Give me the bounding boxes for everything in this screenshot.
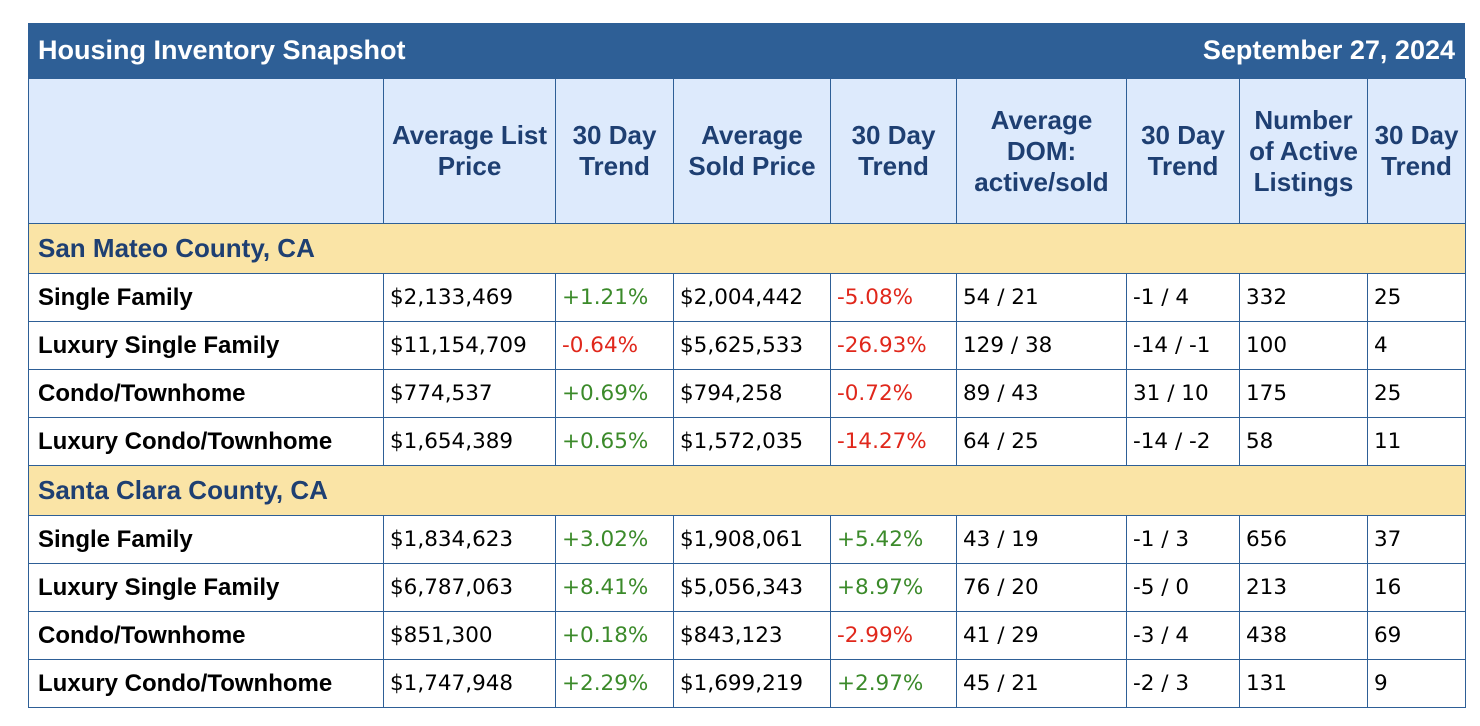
column-header-row: Average List Price 30 Day Trend Average … xyxy=(28,78,1466,224)
column-header-listings-trend: 30 Day Trend xyxy=(1367,78,1466,224)
list-trend-cell: -0.64% xyxy=(555,321,674,370)
active-listings-cell: 438 xyxy=(1239,611,1368,660)
list-trend-cell: +1.21% xyxy=(555,273,674,322)
table-row: Luxury Condo/Townhome $1,747,948 +2.29% $1,… xyxy=(28,659,1466,708)
active-listings-cell: 656 xyxy=(1239,515,1368,564)
list-trend-cell: +8.41% xyxy=(555,563,674,612)
section-title: San Mateo County, CA xyxy=(28,223,1466,274)
list-trend-cell: +3.02% xyxy=(555,515,674,564)
dom-trend-cell: 31 / 10 xyxy=(1126,369,1240,418)
row-type-label: Condo/Townhome xyxy=(28,369,384,418)
row-type-label: Luxury Condo/Townhome xyxy=(28,417,384,466)
sold-trend-cell: +8.97% xyxy=(830,563,957,612)
avg-list-price-cell: $1,834,623 xyxy=(383,515,556,564)
row-type-label: Luxury Single Family xyxy=(28,321,384,370)
avg-list-price-cell: $774,537 xyxy=(383,369,556,418)
table-row: Single Family $2,133,469 +1.21% $2,004,442-… xyxy=(28,273,1466,322)
avg-sold-price-cell: $843,123 xyxy=(673,611,831,660)
sold-trend-cell: +2.97% xyxy=(830,659,957,708)
list-trend-cell: +0.18% xyxy=(555,611,674,660)
listings-trend-cell: 16 xyxy=(1367,563,1466,612)
dom-trend-cell: -5 / 0 xyxy=(1126,563,1240,612)
table-row: Luxury Single Family $11,154,709 -0.64% $5,… xyxy=(28,321,1466,370)
listings-trend-cell: 11 xyxy=(1367,417,1466,466)
dom-cell: 64 / 25 xyxy=(956,417,1127,466)
row-type-label: Condo/Townhome xyxy=(28,611,384,660)
list-trend-cell: +0.69% xyxy=(555,369,674,418)
listings-trend-cell: 69 xyxy=(1367,611,1466,660)
dom-trend-cell: -14 / -2 xyxy=(1126,417,1240,466)
sold-trend-cell: -2.99% xyxy=(830,611,957,660)
avg-list-price-cell: $6,787,063 xyxy=(383,563,556,612)
row-type-label: Single Family xyxy=(28,273,384,322)
column-header-dom: Average DOM: active/sold xyxy=(956,78,1127,224)
listings-trend-cell: 37 xyxy=(1367,515,1466,564)
listings-trend-cell: 25 xyxy=(1367,369,1466,418)
dom-cell: 54 / 21 xyxy=(956,273,1127,322)
list-trend-cell: +2.29% xyxy=(555,659,674,708)
avg-list-price-cell: $11,154,709 xyxy=(383,321,556,370)
avg-list-price-cell: $1,654,389 xyxy=(383,417,556,466)
inventory-table: Average List Price 30 Day Trend Average … xyxy=(28,78,1466,708)
dom-trend-cell: -1 / 3 xyxy=(1126,515,1240,564)
sold-trend-cell: +5.42% xyxy=(830,515,957,564)
active-listings-cell: 175 xyxy=(1239,369,1368,418)
listings-trend-cell: 25 xyxy=(1367,273,1466,322)
active-listings-cell: 332 xyxy=(1239,273,1368,322)
avg-sold-price-cell: $1,908,061 xyxy=(673,515,831,564)
avg-sold-price-cell: $1,572,035 xyxy=(673,417,831,466)
dom-cell: 76 / 20 xyxy=(956,563,1127,612)
section-row: San Mateo County, CA xyxy=(28,223,1466,274)
dom-cell: 41 / 29 xyxy=(956,611,1127,660)
column-header-active-listings: Number of Active Listings xyxy=(1239,78,1368,224)
table-row: Condo/Townhome $851,300 +0.18% $843,123 -2.9… xyxy=(28,611,1466,660)
dom-cell: 89 / 43 xyxy=(956,369,1127,418)
column-header-dom-trend: 30 Day Trend xyxy=(1126,78,1240,224)
sold-trend-cell: -5.08% xyxy=(830,273,957,322)
active-listings-cell: 131 xyxy=(1239,659,1368,708)
inventory-snapshot: Housing Inventory Snapshot September 27,… xyxy=(28,23,1466,708)
active-listings-cell: 58 xyxy=(1239,417,1368,466)
table-row: Luxury Single Family $6,787,063 +8.41% $5,0… xyxy=(28,563,1466,612)
avg-sold-price-cell: $5,056,343 xyxy=(673,563,831,612)
title-bar: Housing Inventory Snapshot September 27,… xyxy=(28,23,1465,78)
avg-sold-price-cell: $1,699,219 xyxy=(673,659,831,708)
listings-trend-cell: 4 xyxy=(1367,321,1466,370)
dom-trend-cell: -2 / 3 xyxy=(1126,659,1240,708)
dom-cell: 129 / 38 xyxy=(956,321,1127,370)
sold-trend-cell: -14.27% xyxy=(830,417,957,466)
avg-sold-price-cell: $2,004,442 xyxy=(673,273,831,322)
dom-trend-cell: -3 / 4 xyxy=(1126,611,1240,660)
avg-sold-price-cell: $794,258 xyxy=(673,369,831,418)
avg-list-price-cell: $2,133,469 xyxy=(383,273,556,322)
table-row: Single Family $1,834,623 +3.02% $1,908,061 +… xyxy=(28,515,1466,564)
list-trend-cell: +0.65% xyxy=(555,417,674,466)
listings-trend-cell: 9 xyxy=(1367,659,1466,708)
row-type-label: Single Family xyxy=(28,515,384,564)
column-header-type xyxy=(28,78,384,224)
section-title: Santa Clara County, CA xyxy=(28,465,1466,516)
section-row: Santa Clara County, CA xyxy=(28,465,1466,516)
dom-trend-cell: -14 / -1 xyxy=(1126,321,1240,370)
report-date: September 27, 2024 xyxy=(1202,35,1455,65)
avg-list-price-cell: $851,300 xyxy=(383,611,556,660)
sold-trend-cell: -0.72% xyxy=(830,369,957,418)
avg-list-price-cell: $1,747,948 xyxy=(383,659,556,708)
avg-sold-price-cell: $5,625,533 xyxy=(673,321,831,370)
column-header-list-trend: 30 Day Trend xyxy=(555,78,674,224)
column-header-sold-trend: 30 Day Trend xyxy=(830,78,957,224)
dom-trend-cell: -1 / 4 xyxy=(1126,273,1240,322)
row-type-label: Luxury Condo/Townhome xyxy=(28,659,384,708)
sold-trend-cell: -26.93% xyxy=(830,321,957,370)
dom-cell: 43 / 19 xyxy=(956,515,1127,564)
table-row: Luxury Condo/Townhome $1,654,389 +0.65% $1,… xyxy=(28,417,1466,466)
active-listings-cell: 100 xyxy=(1239,321,1368,370)
column-header-avg-list-price: Average List Price xyxy=(383,78,556,224)
active-listings-cell: 213 xyxy=(1239,563,1368,612)
column-header-avg-sold-price: Average Sold Price xyxy=(673,78,831,224)
dom-cell: 45 / 21 xyxy=(956,659,1127,708)
page-title: Housing Inventory Snapshot xyxy=(38,35,406,65)
table-row: Condo/Townhome $774,537 +0.69% $794,258 -0.7… xyxy=(28,369,1466,418)
row-type-label: Luxury Single Family xyxy=(28,563,384,612)
